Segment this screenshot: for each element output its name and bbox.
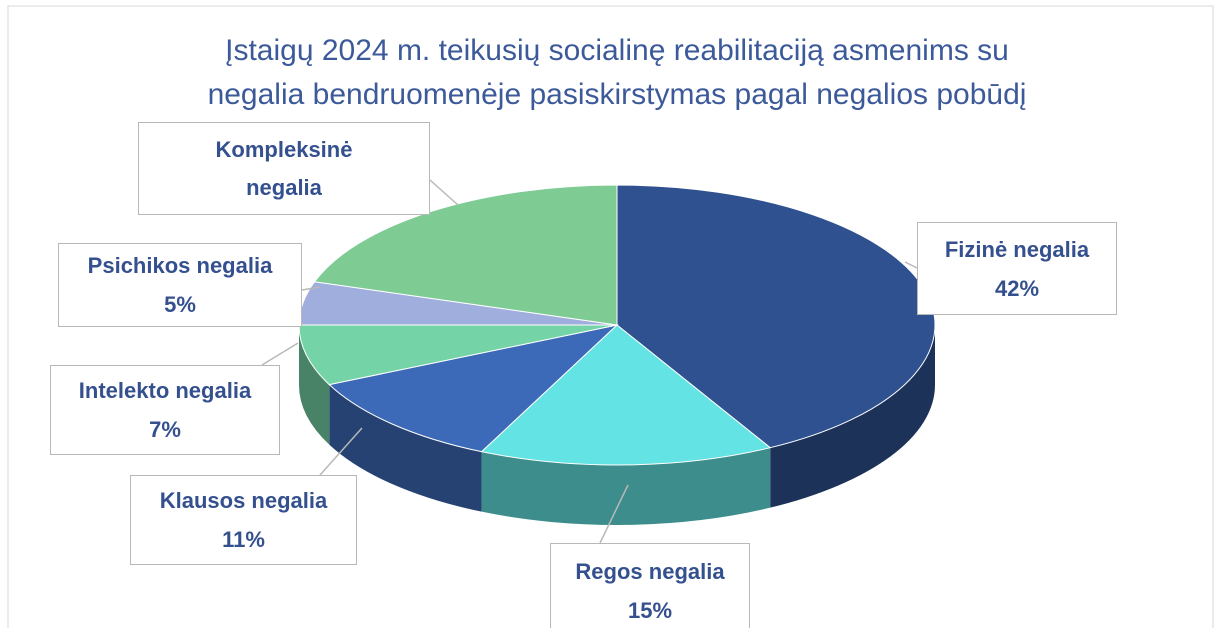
- slice: [298, 324, 618, 386]
- chart-title: Įstaigų 2024 m. teikusių socialinę reabi…: [225, 34, 1009, 67]
- leader-line: [904, 261, 918, 269]
- category-label: Regos negalia: [575, 558, 725, 584]
- leader-line: [319, 427, 363, 476]
- value-label: 5%: [164, 292, 196, 317]
- slice-side: [481, 447, 771, 525]
- value-label: 15%: [627, 597, 673, 623]
- data-label: Intelekto negalia 7%: [50, 365, 280, 455]
- data-label: Psichikos negalia 5%: [58, 243, 302, 327]
- data-label: Kompleksinė negalia: [138, 122, 430, 215]
- slice: [328, 324, 619, 453]
- leader-line: [429, 179, 459, 206]
- value-label: 11%: [222, 527, 265, 552]
- category-label: Fizinė negalia: [944, 236, 1090, 262]
- leader-line: [261, 342, 299, 366]
- category-label: Kompleksinė negalia: [215, 136, 353, 200]
- slice: [480, 324, 772, 466]
- data-label: Fizinė negalia 42%: [917, 222, 1117, 315]
- value-label: 42%: [994, 275, 1040, 301]
- slice-side: [770, 325, 935, 508]
- category-label: Psichikos negalia: [87, 253, 273, 278]
- chart-title: negalia bendruomenėje pasiskirstymas pag…: [208, 78, 1027, 111]
- leader-line: [301, 286, 321, 291]
- category-label: Intelekto negalia: [78, 378, 252, 403]
- data-label: Klausos negalia 11%: [130, 475, 357, 565]
- slice-side: [299, 325, 330, 445]
- slice: [313, 184, 618, 326]
- chart-border: [7, 5, 1214, 628]
- data-label: Regos negalia 15%: [550, 543, 750, 628]
- category-label: Klausos negalia: [159, 488, 328, 513]
- leader-line: [599, 484, 629, 544]
- value-label: 7%: [149, 417, 181, 442]
- slice-side: [329, 384, 482, 512]
